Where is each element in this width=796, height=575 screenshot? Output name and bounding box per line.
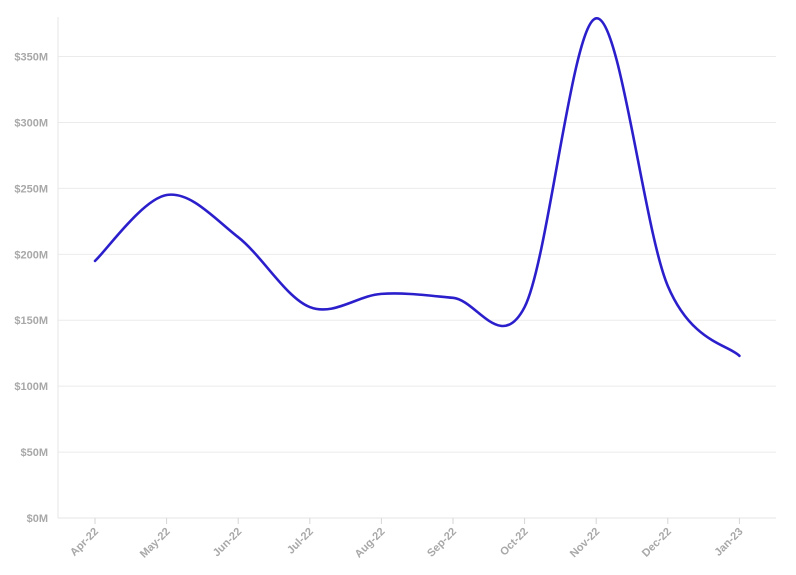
grid-lines [58,56,776,453]
y-tick-label: $0M [27,513,48,525]
y-axis-ticks: $0M $50M $100M $150M $200M $250M $300M $350M [14,52,48,525]
series [93,17,741,358]
series-line [93,17,741,358]
y-tick-label: $150M [14,315,48,327]
y-tick-label: $100M [14,381,48,393]
y-tick-label: $200M [14,249,48,261]
y-tick-label: $50M [20,447,48,459]
x-tick-label: Oct-22 [498,526,531,559]
x-axis-ticks: Apr-22 May-22 Jun-22 Jul-22 Aug-22 Sep-22 Oct-… [68,518,746,560]
x-tick-label: Aug-22 [353,526,388,561]
axes [57,17,776,519]
y-tick-label: $250M [14,183,48,195]
x-tick-label: May-22 [138,526,173,561]
x-tick-label: Jul-22 [285,526,316,557]
x-tick-label: Jun-22 [211,526,245,560]
x-tick-label: Nov-22 [568,526,602,560]
x-tick-label: Dec-22 [640,526,674,560]
x-tick-label: Apr-22 [68,526,101,559]
y-tick-label: $350M [14,52,48,64]
x-tick-label: Sep-22 [425,526,459,560]
x-tick-label: Jan-23 [712,526,745,559]
y-tick-label: $300M [14,117,48,129]
